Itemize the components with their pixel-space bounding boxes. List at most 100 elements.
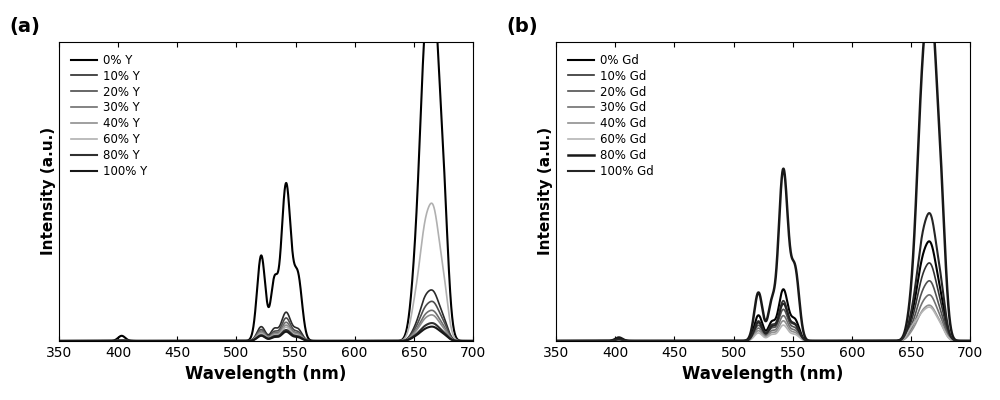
0% Y <box>180 338 192 343</box>
100% Gd <box>751 322 763 326</box>
40% Y <box>333 338 345 343</box>
Line: 0% Y: 0% Y <box>59 0 473 341</box>
100% Gd <box>677 338 689 343</box>
Line: 40% Y: 40% Y <box>59 315 473 341</box>
40% Gd <box>830 338 842 343</box>
Line: 20% Y: 20% Y <box>59 301 473 341</box>
10% Y <box>209 338 221 343</box>
40% Y <box>75 338 87 343</box>
0% Gd <box>715 338 727 343</box>
80% Y <box>218 338 230 343</box>
Text: (a): (a) <box>9 17 40 36</box>
30% Y <box>53 338 65 343</box>
100% Gd <box>659 338 671 343</box>
60% Gd <box>964 338 976 343</box>
60% Gd <box>707 338 719 343</box>
40% Y <box>161 338 173 343</box>
10% Y <box>75 338 87 343</box>
Line: 60% Y: 60% Y <box>59 203 473 341</box>
100% Y <box>209 338 221 343</box>
80% Y <box>209 338 221 343</box>
0% Y <box>209 338 221 343</box>
20% Y <box>253 328 265 333</box>
20% Y <box>218 338 230 343</box>
40% Y <box>467 338 479 343</box>
40% Y <box>209 338 221 343</box>
100% Y <box>180 338 192 343</box>
60% Y <box>425 201 437 206</box>
10% Y <box>218 338 230 343</box>
30% Gd <box>707 338 719 343</box>
40% Gd <box>707 338 719 343</box>
30% Y <box>161 338 173 343</box>
40% Gd <box>572 338 584 343</box>
30% Y <box>253 329 265 334</box>
60% Gd <box>923 305 935 310</box>
10% Gd <box>707 338 719 343</box>
0% Y <box>161 338 173 343</box>
80% Gd <box>715 338 727 343</box>
30% Gd <box>715 338 727 343</box>
30% Y <box>75 338 87 343</box>
Line: 30% Gd: 30% Gd <box>556 295 970 341</box>
X-axis label: Wavelength (nm): Wavelength (nm) <box>682 365 844 383</box>
100% Gd <box>572 338 584 343</box>
30% Gd <box>550 338 562 343</box>
20% Y <box>75 338 87 343</box>
20% Y <box>53 338 65 343</box>
30% Gd <box>677 338 689 343</box>
10% Y <box>161 338 173 343</box>
20% Y <box>467 338 479 343</box>
Line: 80% Gd: 80% Gd <box>556 0 970 341</box>
100% Gd <box>707 338 719 343</box>
20% Gd <box>715 338 727 343</box>
20% Gd <box>964 338 976 343</box>
30% Y <box>180 338 192 343</box>
80% Gd <box>677 338 689 343</box>
80% Y <box>467 338 479 343</box>
0% Gd <box>707 338 719 343</box>
80% Gd <box>550 338 562 343</box>
60% Y <box>253 332 265 337</box>
40% Y <box>218 338 230 343</box>
10% Y <box>333 338 345 343</box>
80% Y <box>426 321 438 326</box>
20% Gd <box>751 324 763 329</box>
Line: 30% Y: 30% Y <box>59 310 473 341</box>
60% Y <box>53 338 65 343</box>
40% Y <box>253 331 265 336</box>
Legend: 0% Gd, 10% Gd, 20% Gd, 30% Gd, 40% Gd, 60% Gd, 80% Gd, 100% Gd: 0% Gd, 10% Gd, 20% Gd, 30% Gd, 40% Gd, 6… <box>562 48 659 184</box>
0% Gd <box>964 338 976 343</box>
10% Gd <box>923 260 935 265</box>
0% Y <box>75 338 87 343</box>
X-axis label: Wavelength (nm): Wavelength (nm) <box>185 365 347 383</box>
40% Y <box>180 338 192 343</box>
40% Gd <box>715 338 727 343</box>
20% Y <box>161 338 173 343</box>
10% Y <box>467 338 479 343</box>
30% Y <box>218 338 230 343</box>
20% Gd <box>550 338 562 343</box>
60% Y <box>209 338 221 343</box>
80% Gd <box>707 338 719 343</box>
30% Gd <box>923 292 935 297</box>
60% Gd <box>677 338 689 343</box>
60% Y <box>467 338 479 343</box>
10% Y <box>425 288 437 292</box>
30% Gd <box>572 338 584 343</box>
100% Gd <box>550 338 562 343</box>
0% Y <box>467 338 479 343</box>
100% Y <box>161 338 173 343</box>
Legend: 0% Y, 10% Y, 20% Y, 30% Y, 40% Y, 60% Y, 80% Y, 100% Y: 0% Y, 10% Y, 20% Y, 30% Y, 40% Y, 60% Y,… <box>65 48 153 184</box>
100% Y <box>253 334 265 339</box>
100% Y <box>218 338 230 343</box>
30% Y <box>333 338 345 343</box>
80% Gd <box>659 338 671 343</box>
Line: 40% Gd: 40% Gd <box>556 305 970 341</box>
20% Gd <box>659 338 671 343</box>
40% Gd <box>751 329 763 334</box>
10% Gd <box>964 338 976 343</box>
10% Gd <box>659 338 671 343</box>
30% Y <box>426 308 438 313</box>
0% Y <box>333 338 345 343</box>
